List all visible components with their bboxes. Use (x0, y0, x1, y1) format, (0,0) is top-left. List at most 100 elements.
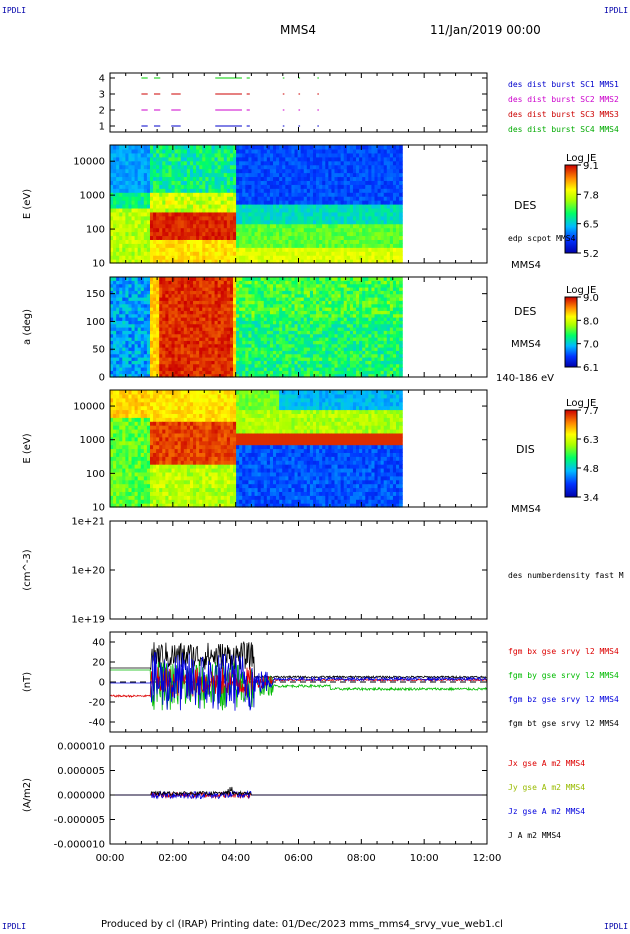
heatmap-cell (389, 255, 394, 260)
heatmap-cell (331, 239, 336, 244)
heatmap-cell (257, 370, 262, 375)
heatmap-cell (239, 347, 243, 351)
heatmap-cell (131, 353, 136, 358)
heatmap-cell (254, 347, 259, 351)
heatmap-cell (134, 180, 139, 185)
heatmap-cell (316, 243, 320, 248)
heatmap-cell (146, 223, 151, 229)
heatmap-cell (174, 283, 179, 288)
heatmap-cell (113, 327, 117, 331)
heatmap-cell (177, 235, 182, 240)
heatmap-cell (288, 196, 293, 201)
heatmap-cell (137, 347, 142, 351)
heatmap-cell (242, 300, 246, 305)
heatmap-cell (156, 148, 160, 154)
heatmap-cell (134, 207, 139, 213)
heatmap-cell (146, 280, 151, 285)
heatmap-cell (325, 235, 329, 240)
heatmap-cell (140, 259, 145, 264)
heatmap-cell (183, 350, 188, 355)
heatmap-cell (285, 192, 289, 197)
heatmap-cell (134, 251, 139, 256)
heatmap-cell (349, 247, 354, 252)
heatmap-cell (208, 350, 213, 355)
heatmap-cell (217, 207, 222, 213)
heatmap-cell (125, 176, 130, 181)
heatmap-cell (263, 333, 268, 338)
heatmap-cell (137, 310, 142, 315)
heatmap-cell (242, 145, 246, 150)
heatmap-cell (223, 204, 228, 209)
heatmap-cell (110, 343, 114, 348)
heatmap-cell (245, 363, 249, 368)
heatmap-cell (368, 215, 373, 221)
heatmap-cell (165, 160, 170, 166)
heatmap-cell (386, 259, 391, 264)
heatmap-cell (116, 231, 120, 237)
heatmap-cell (294, 337, 299, 341)
heatmap-cell (251, 367, 256, 371)
heatmap-cell (125, 347, 130, 351)
heatmap-cell (396, 231, 400, 237)
heatmap-cell (291, 184, 296, 189)
heatmap-cell (193, 333, 197, 338)
heatmap-cell (223, 320, 228, 325)
heatmap-cell (156, 323, 160, 328)
heatmap-cell (260, 251, 265, 256)
heatmap-cell (171, 255, 176, 260)
heatmap-cell (186, 200, 191, 205)
heatmap-cell (143, 247, 148, 252)
heatmap-cell (396, 160, 400, 166)
heatmap-cell (165, 290, 170, 295)
heatmap-cell (263, 280, 268, 285)
heatmap-cell (193, 235, 197, 240)
heatmap-cell (245, 373, 249, 378)
heatmap-cell (399, 231, 403, 237)
heatmap-cell (316, 357, 320, 361)
heatmap-cell (171, 160, 176, 166)
heatmap-cell (389, 247, 394, 252)
heatmap-cell (159, 320, 163, 325)
heatmap-cell (116, 148, 120, 154)
heatmap-cell (303, 343, 308, 348)
heatmap-cell (312, 156, 317, 162)
heatmap-cell (220, 168, 225, 174)
heatmap-cell (328, 180, 333, 185)
heatmap-cell (196, 188, 200, 193)
heatmap-cell (236, 184, 240, 189)
heatmap-cell (291, 353, 296, 358)
heatmap-cell (199, 340, 203, 345)
heatmap-cell (349, 251, 354, 256)
heatmap-cell (220, 277, 225, 281)
heatmap-cell (248, 219, 253, 225)
heatmap-cell (257, 243, 262, 248)
heatmap-cell (128, 172, 133, 178)
heatmap-cell (288, 293, 293, 298)
heatmap-cell (242, 360, 246, 365)
heatmap-cell (149, 160, 154, 166)
heatmap-cell (177, 357, 182, 361)
heatmap-cell (217, 293, 222, 298)
heatmap-cell (312, 255, 317, 260)
heatmap-cell (131, 303, 136, 308)
heatmap-cell (273, 156, 277, 162)
heatmap-cell (352, 211, 357, 217)
heatmap-cell (119, 357, 123, 361)
heatmap-cell (199, 164, 203, 170)
heatmap-cell (343, 204, 348, 209)
heatmap-cell (233, 330, 237, 335)
heatmap-cell (202, 227, 206, 233)
heatmap-cell (312, 196, 317, 201)
heatmap-cell (233, 310, 237, 315)
heatmap-cell (137, 247, 142, 252)
heatmap-cell (146, 287, 151, 291)
heatmap-cell (159, 215, 163, 221)
heatmap-cell (322, 350, 326, 355)
heatmap-cell (362, 255, 366, 260)
heatmap-cell (282, 180, 286, 185)
heatmap-cell (365, 215, 369, 221)
heatmap-cell (199, 357, 203, 361)
heatmap-cell (208, 323, 213, 328)
heatmap-cell (276, 347, 280, 351)
heatmap-cell (254, 247, 259, 252)
